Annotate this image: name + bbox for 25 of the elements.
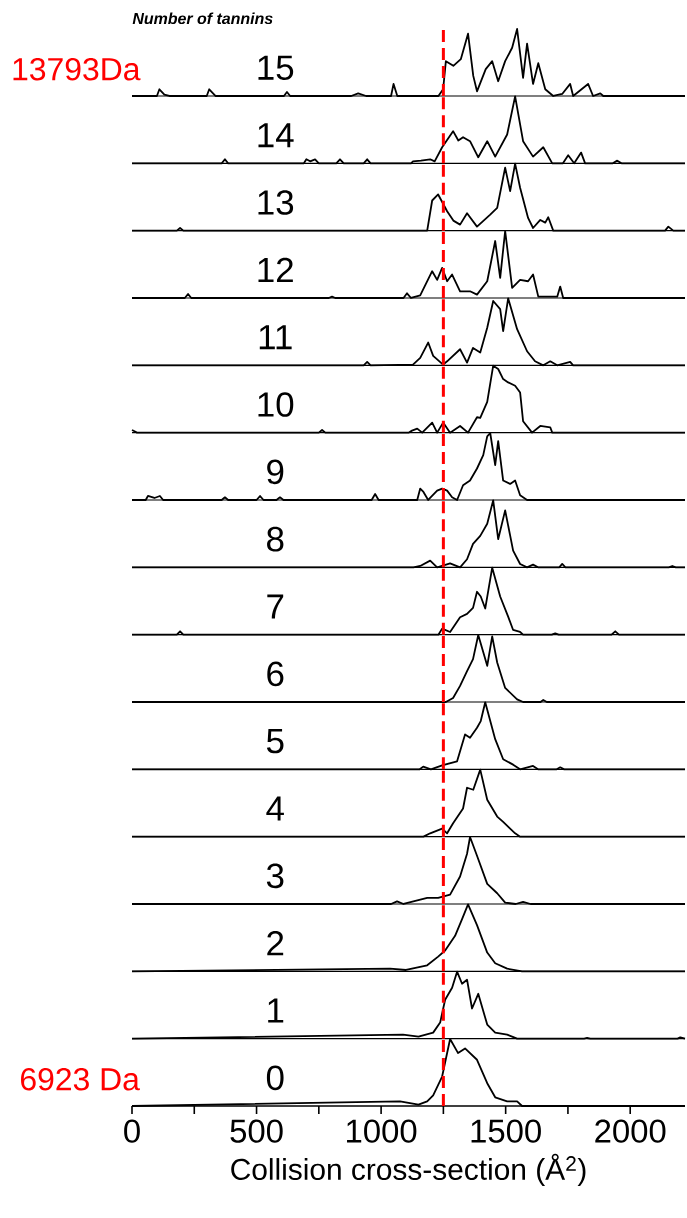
series-label: 15 bbox=[258, 55, 294, 81]
x-tick-label: 1000 bbox=[347, 1119, 417, 1143]
x-axis-title: Collision cross-section (Å$^{2}$) bbox=[231, 1153, 586, 1186]
x-tick-label: 2000 bbox=[595, 1119, 666, 1143]
series-label: 11 bbox=[259, 325, 292, 350]
series-label: 0 bbox=[266, 1065, 284, 1091]
x-tick-label: 1500 bbox=[471, 1119, 541, 1143]
series-label: 1 bbox=[268, 998, 284, 1023]
series-label: 3 bbox=[266, 863, 284, 889]
chart-title: Number of tannins bbox=[132, 12, 273, 25]
series-label: 12 bbox=[258, 257, 293, 283]
annotation: 13793Da bbox=[13, 57, 141, 81]
x-tick-label: 0 bbox=[124, 1119, 140, 1143]
series-label: 6 bbox=[267, 661, 284, 687]
series-label: 4 bbox=[266, 796, 284, 821]
series-label: 13 bbox=[258, 190, 294, 215]
series-label: 2 bbox=[267, 931, 284, 956]
series-label: 5 bbox=[266, 729, 284, 754]
annotation: 6923 Da bbox=[21, 1067, 140, 1091]
series-label: 14 bbox=[258, 123, 294, 148]
series-label: 10 bbox=[258, 392, 294, 417]
series-label: 9 bbox=[267, 459, 284, 485]
x-tick-label: 500 bbox=[230, 1119, 283, 1143]
series-label: 8 bbox=[267, 526, 284, 552]
series-label: 7 bbox=[267, 594, 284, 619]
